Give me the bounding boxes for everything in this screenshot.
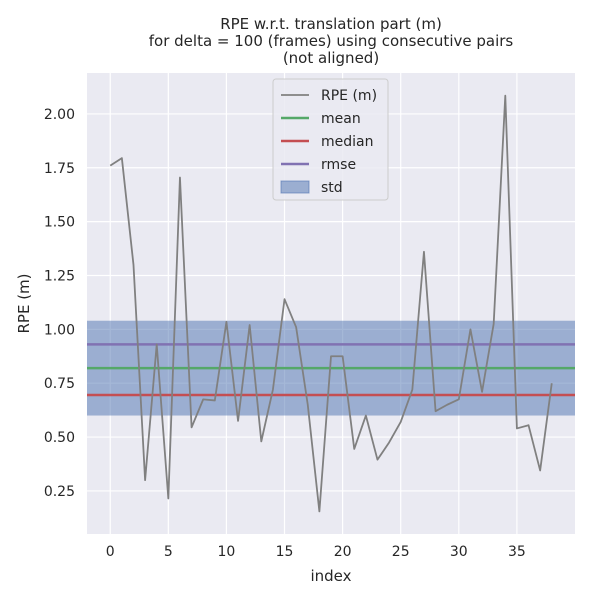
y-tick-label: 2.00 — [44, 107, 75, 123]
legend-box — [272, 78, 389, 201]
y-tick-label: 0.25 — [44, 484, 75, 500]
x-tick-label: 25 — [392, 544, 410, 560]
y-tick-label: 1.75 — [44, 161, 75, 177]
x-tick-label: 0 — [106, 544, 115, 560]
y-tick-label: 0.50 — [44, 430, 75, 446]
y-axis-label: RPE (m) — [15, 273, 33, 333]
x-tick-label: 20 — [334, 544, 352, 560]
chart-title-line: RPE w.r.t. translation part (m) — [220, 15, 442, 33]
legend-label: std — [321, 180, 343, 196]
x-tick-label: 35 — [508, 544, 526, 560]
series-group — [109, 94, 553, 513]
legend-label: median — [321, 134, 373, 150]
legend-swatch — [280, 180, 310, 194]
x-tick-label: 15 — [276, 544, 294, 560]
x-tick-label: 30 — [450, 544, 468, 560]
legend-label: RPE (m) — [321, 88, 377, 104]
x-tick-label: 5 — [164, 544, 173, 560]
y-tick-label: 0.75 — [44, 376, 75, 392]
chart-title-line: (not aligned) — [283, 49, 379, 67]
x-axis-label: index — [310, 567, 351, 585]
legend: RPE (m) mean median rmse std — [272, 78, 389, 201]
y-tick-label: 1.50 — [44, 215, 75, 231]
y-tick-label: 1.25 — [44, 268, 75, 284]
y-axis-ticks: 0.25 0.50 0.75 1.00 1.25 1.50 1.75 2.00 — [44, 107, 75, 500]
x-axis-ticks: 0 5 10 15 20 25 30 35 — [106, 544, 526, 560]
legend-label: rmse — [321, 157, 356, 173]
chart-title-line: for delta = 100 (frames) using consecuti… — [149, 32, 514, 50]
y-tick-label: 1.00 — [44, 322, 75, 338]
x-tick-label: 10 — [218, 544, 236, 560]
legend-label: mean — [321, 111, 361, 127]
chart-title: RPE w.r.t. translation part (m)for delta… — [149, 15, 514, 67]
series-line-rpe — [109, 94, 553, 513]
